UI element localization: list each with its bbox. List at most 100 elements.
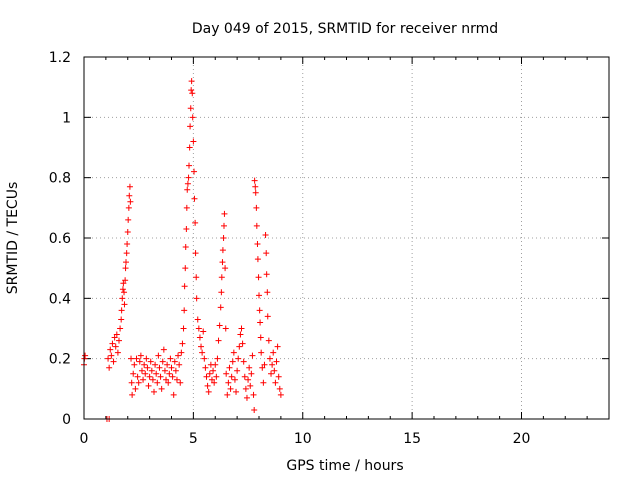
data-point bbox=[132, 385, 139, 392]
x-tick-label: 20 bbox=[513, 431, 531, 447]
data-point bbox=[126, 192, 133, 199]
chart-title: Day 049 of 2015, SRMTID for receiver nrm… bbox=[192, 21, 498, 37]
data-point bbox=[148, 367, 155, 374]
data-point bbox=[157, 373, 164, 380]
data-point bbox=[153, 370, 160, 377]
data-point bbox=[245, 376, 252, 383]
data-point bbox=[107, 346, 114, 353]
data-point bbox=[187, 105, 194, 112]
data-point bbox=[235, 355, 242, 362]
data-point bbox=[194, 316, 201, 323]
data-point bbox=[160, 346, 167, 353]
data-point bbox=[242, 385, 249, 392]
data-point bbox=[239, 340, 246, 347]
data-point bbox=[215, 337, 222, 344]
data-point bbox=[127, 198, 134, 205]
data-point bbox=[196, 334, 203, 341]
data-point bbox=[226, 364, 233, 371]
data-point bbox=[175, 352, 182, 359]
y-tick-label: 0 bbox=[62, 412, 71, 428]
data-point bbox=[124, 241, 131, 248]
data-point bbox=[177, 379, 184, 386]
data-point bbox=[166, 370, 173, 377]
data-point bbox=[220, 235, 227, 241]
data-point bbox=[262, 231, 269, 238]
data-point bbox=[136, 358, 143, 365]
data-point bbox=[192, 250, 199, 257]
data-point bbox=[108, 352, 115, 359]
data-point bbox=[195, 325, 202, 332]
data-point bbox=[109, 340, 116, 347]
data-point bbox=[180, 325, 187, 332]
data-point bbox=[276, 385, 283, 392]
data-point bbox=[140, 376, 147, 383]
data-point bbox=[181, 307, 188, 314]
data-point bbox=[171, 358, 178, 365]
data-point bbox=[119, 295, 126, 302]
data-point bbox=[112, 343, 119, 350]
data-point bbox=[219, 259, 226, 266]
data-point bbox=[105, 355, 112, 362]
data-point bbox=[119, 286, 126, 293]
data-point bbox=[122, 277, 129, 284]
data-point bbox=[172, 367, 179, 374]
data-point bbox=[233, 388, 240, 395]
data-point bbox=[146, 373, 153, 380]
gridlines bbox=[84, 57, 609, 419]
data-point bbox=[133, 355, 140, 362]
data-point bbox=[250, 391, 257, 398]
y-tick-label: 0.6 bbox=[49, 231, 71, 247]
data-point bbox=[82, 352, 89, 359]
data-point bbox=[168, 364, 175, 371]
data-point bbox=[246, 364, 253, 371]
data-point bbox=[123, 250, 130, 257]
data-point bbox=[258, 349, 265, 356]
data-point bbox=[254, 256, 261, 263]
data-point bbox=[131, 361, 138, 368]
data-point bbox=[212, 361, 219, 368]
data-point bbox=[188, 87, 195, 94]
data-point bbox=[176, 361, 183, 368]
data-point bbox=[149, 376, 156, 383]
data-point bbox=[219, 247, 226, 254]
data-point bbox=[202, 364, 209, 371]
data-point bbox=[257, 334, 264, 341]
data-point bbox=[192, 219, 199, 226]
data-point bbox=[238, 325, 245, 332]
data-point bbox=[251, 177, 258, 184]
data-point bbox=[259, 364, 266, 371]
data-point bbox=[260, 379, 267, 386]
data-point bbox=[243, 394, 250, 401]
data-point bbox=[147, 358, 154, 365]
data-point bbox=[158, 385, 165, 392]
x-tick-label: 0 bbox=[80, 431, 89, 447]
data-point bbox=[193, 274, 200, 281]
data-point bbox=[110, 358, 117, 365]
data-point bbox=[265, 337, 272, 344]
data-point bbox=[254, 241, 261, 248]
data-point bbox=[125, 216, 132, 223]
data-point bbox=[113, 331, 120, 338]
data-point bbox=[256, 307, 263, 314]
data-point bbox=[237, 331, 244, 338]
data-point bbox=[155, 352, 162, 359]
data-point bbox=[181, 283, 188, 290]
data-point bbox=[223, 370, 230, 377]
data-point bbox=[218, 274, 225, 281]
data-point bbox=[161, 367, 168, 374]
data-point bbox=[270, 349, 277, 356]
data-point bbox=[128, 379, 135, 386]
data-point bbox=[206, 370, 213, 377]
data-point bbox=[190, 138, 197, 145]
data-point bbox=[213, 373, 220, 380]
data-point bbox=[225, 379, 232, 386]
data-point bbox=[191, 195, 198, 202]
data-point bbox=[275, 373, 282, 380]
data-point bbox=[183, 225, 190, 232]
y-tick-label: 0.8 bbox=[49, 171, 71, 187]
data-point bbox=[257, 319, 264, 326]
data-point bbox=[143, 355, 150, 362]
data-points bbox=[81, 78, 284, 422]
data-point bbox=[204, 382, 211, 389]
